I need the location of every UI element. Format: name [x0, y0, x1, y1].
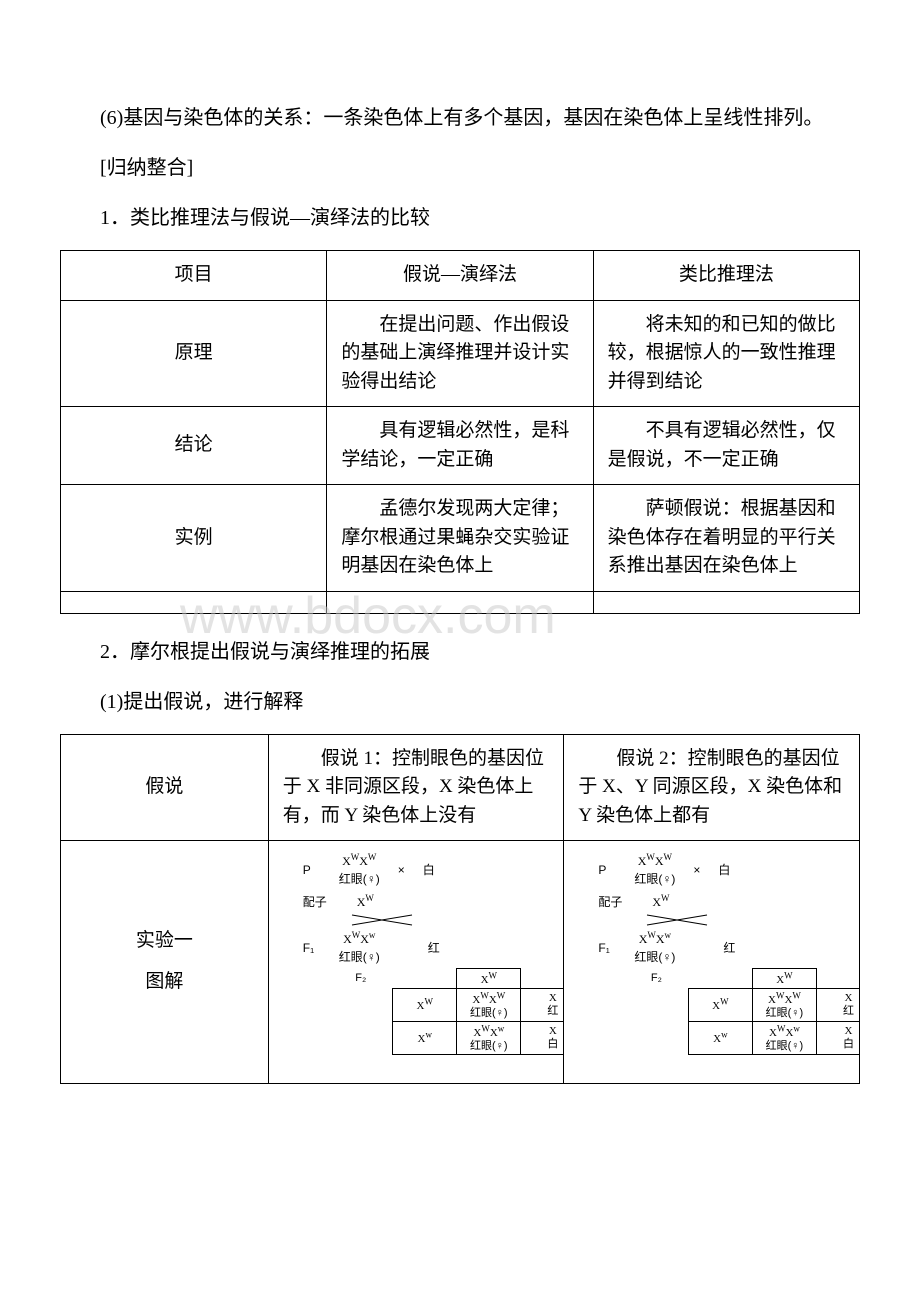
d2-p-label: P [598, 861, 624, 879]
t1-header-1: 项目 [61, 251, 327, 301]
d1-f1-pheno: 红眼(♀) [339, 950, 380, 964]
cross-lines-1 [337, 913, 437, 927]
p1-c2: XWXw红眼(♀) [457, 1021, 521, 1054]
p2-top: XW [752, 969, 816, 989]
p1-empty2 [521, 969, 564, 989]
d2-f1-red: 红 [723, 939, 735, 957]
d1-gamete-label: 配子 [303, 893, 329, 911]
t1-r2-c2: 不具有逻辑必然性，仅是假说，不一定正确 [593, 407, 859, 485]
d1-gamete: XW [357, 892, 374, 911]
table-1-wrapper: 项目 假说—演绎法 类比推理法 原理 在提出问题、作出假设的基础上演绎推理并设计… [60, 250, 860, 614]
d2-f1-label: F₁ [598, 939, 624, 957]
d2-p-white: 白 [718, 861, 730, 879]
comparison-table: 项目 假说—演绎法 类比推理法 原理 在提出问题、作出假设的基础上演绎推理并设计… [60, 250, 860, 614]
d1-f1-label: F₁ [303, 939, 329, 957]
t1-r2-label: 结论 [61, 407, 327, 485]
p2-left1: XW [688, 988, 752, 1021]
p1-right1: X红 [521, 988, 564, 1021]
p1-empty [393, 969, 457, 989]
t1-r1-label: 原理 [61, 300, 327, 407]
d1-f1-red: 红 [428, 939, 440, 957]
p1-right2: X白 [521, 1021, 564, 1054]
paragraph-5: (1)提出假说，进行解释 [60, 684, 860, 720]
p2-f2: F₂ [624, 969, 688, 989]
paragraph-4: 2．摩尔根提出假说与演绎推理的拓展 [60, 634, 860, 670]
diagram-2: P XWXW 红眼(♀) × 白 配子 XW F₁ [568, 849, 855, 1075]
d2-p-pheno: 红眼(♀) [634, 872, 675, 886]
p2-right1: X红 [816, 988, 859, 1021]
d1-p-label: P [303, 861, 329, 879]
t1-r1-c2: 将未知的和已知的做比较，根据惊人的一致性推理并得到结论 [593, 300, 859, 407]
t1-r2-c1: 具有逻辑必然性，是科学结论，一定正确 [327, 407, 593, 485]
p1-top: XW [457, 969, 521, 989]
d2-gamete: XW [652, 892, 669, 911]
diagram-1: P XWXW 红眼(♀) × 白 配子 XW F₁ [273, 849, 560, 1075]
punnett-1: F₂ XW XW XWXW红眼(♀) X红 Xw XWXw红眼( [329, 968, 564, 1055]
p2-c1: XWXW红眼(♀) [752, 988, 816, 1021]
t1-r3-c2: 萨顿假说：根据基因和染色体存在着明显的平行关系推出基因在染色体上 [593, 485, 859, 592]
t1-r1-c1: 在提出问题、作出假设的基础上演绎推理并设计实验得出结论 [327, 300, 593, 407]
paragraph-1: (6)基因与染色体的关系：一条染色体上有多个基因，基因在染色体上呈线性排列。 [60, 100, 860, 136]
t1-header-3: 类比推理法 [593, 251, 859, 301]
p2-right2: X白 [816, 1021, 859, 1054]
t2-r1-c1: 假说 1：控制眼色的基因位于 X 非同源区段，X 染色体上有，而 Y 染色体上没… [268, 734, 564, 841]
t2-r1-c2: 假说 2：控制眼色的基因位于 X、Y 同源区段，X 染色体和 Y 染色体上都有 [564, 734, 860, 841]
p2-c2: XWXw红眼(♀) [752, 1021, 816, 1054]
d1-p-geno: XWXW [342, 854, 376, 868]
t2-r2-label: 实验一 图解 [61, 841, 269, 1084]
p1-c1: XWXW红眼(♀) [457, 988, 521, 1021]
d2-gamete-label: 配子 [598, 893, 624, 911]
d2-f1-geno: XWXw [639, 932, 671, 946]
punnett-2: F₂ XW XW XWXW红眼(♀) X红 Xw XWXw红眼( [624, 968, 859, 1055]
t2-r1-label: 假说 [61, 734, 269, 841]
t1-r3-c1: 孟德尔发现两大定律；摩尔根通过果蝇杂交实验证明基因在染色体上 [327, 485, 593, 592]
paragraph-3: 1．类比推理法与假说—演绎法的比较 [60, 200, 860, 236]
t1-r3-label: 实例 [61, 485, 327, 592]
d1-f1-geno: XWXw [343, 932, 375, 946]
exp-label-line2: 图解 [75, 968, 254, 997]
t1-empty-1 [61, 591, 327, 613]
t2-r2-c1: P XWXW 红眼(♀) × 白 配子 XW F₁ [268, 841, 564, 1084]
d1-p-white: 白 [423, 861, 435, 879]
t1-header-2: 假说—演绎法 [327, 251, 593, 301]
d2-f1-pheno: 红眼(♀) [634, 950, 675, 964]
p2-left2: Xw [688, 1021, 752, 1054]
cross-lines-2 [632, 913, 732, 927]
p1-f2: F₂ [329, 969, 393, 989]
t1-empty-2 [327, 591, 593, 613]
hypothesis-table: 假说 假说 1：控制眼色的基因位于 X 非同源区段，X 染色体上有，而 Y 染色… [60, 734, 860, 1084]
d2-p-geno: XWXW [638, 854, 672, 868]
t2-r2-c2: P XWXW 红眼(♀) × 白 配子 XW F₁ [564, 841, 860, 1084]
p1-left2: Xw [393, 1021, 457, 1054]
exp-label-line1: 实验一 [75, 927, 254, 956]
d1-cross: × [398, 861, 405, 879]
p1-left1: XW [393, 988, 457, 1021]
t1-empty-3 [593, 591, 859, 613]
paragraph-2: [归纳整合] [60, 150, 860, 186]
d2-cross: × [693, 861, 700, 879]
d1-p-pheno: 红眼(♀) [339, 872, 380, 886]
